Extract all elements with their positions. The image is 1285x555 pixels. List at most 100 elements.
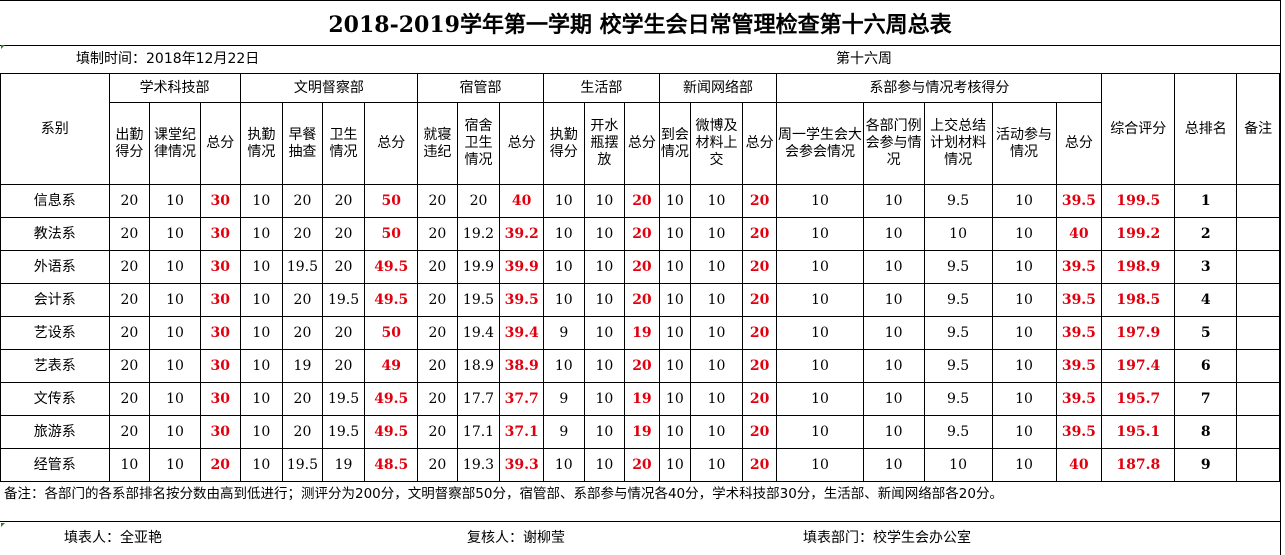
score-cell[interactable]: 20 [282,316,323,350]
score-cell[interactable]: 10 [239,349,284,383]
score-cell[interactable]: 40 [499,184,544,218]
score-cell[interactable]: 10 [862,316,925,350]
score-cell[interactable]: 10 [149,415,201,449]
score-cell[interactable]: 2 [1174,217,1238,251]
score-cell[interactable]: 10 [583,217,626,251]
score-cell[interactable]: 10 [658,448,692,482]
score-cell[interactable]: 20 [741,448,778,482]
score-cell[interactable]: 39.9 [499,250,544,284]
score-cell[interactable]: 197.9 [1101,316,1176,350]
score-cell[interactable]: 20 [108,217,151,251]
score-cell[interactable]: 10 [923,448,993,482]
score-cell[interactable]: 19 [624,316,660,350]
score-cell[interactable]: 10 [149,250,201,284]
score-cell[interactable] [1236,283,1280,317]
score-cell[interactable]: 10 [690,283,743,317]
score-cell[interactable]: 10 [862,217,925,251]
score-cell[interactable]: 10 [658,349,692,383]
score-cell[interactable]: 20 [108,349,151,383]
score-cell[interactable]: 10 [542,217,585,251]
score-cell[interactable]: 10 [862,184,925,218]
score-cell[interactable]: 19.5 [321,283,366,317]
header-group-cell[interactable]: 宿管部 [417,73,544,103]
score-cell[interactable]: 20 [417,382,458,416]
score-cell[interactable]: 10 [149,217,201,251]
score-cell[interactable] [1236,448,1280,482]
score-cell[interactable]: 10 [658,382,692,416]
score-cell[interactable]: 49.5 [364,382,419,416]
score-cell[interactable]: 20 [282,217,323,251]
score-cell[interactable]: 10 [239,448,284,482]
score-cell[interactable]: 39.5 [1055,283,1103,317]
score-cell[interactable]: 10 [991,448,1057,482]
score-cell[interactable]: 19 [321,448,366,482]
score-cell[interactable]: 20 [417,184,458,218]
score-cell[interactable]: 39.5 [1055,415,1103,449]
score-cell[interactable]: 10 [149,316,201,350]
score-cell[interactable]: 198.5 [1101,283,1176,317]
dept-cell[interactable]: 信息系 [0,184,110,218]
score-cell[interactable]: 30 [199,415,241,449]
header-sub-cell[interactable]: 开水瓶摆放 [583,102,626,185]
score-cell[interactable]: 10 [149,382,201,416]
score-cell[interactable] [1236,415,1280,449]
score-cell[interactable]: 10 [862,415,925,449]
score-cell[interactable]: 10 [583,382,626,416]
score-cell[interactable]: 198.9 [1101,250,1176,284]
score-cell[interactable] [1236,217,1280,251]
header-sub-cell[interactable]: 总分 [624,102,660,185]
dept-cell[interactable]: 会计系 [0,283,110,317]
dept-cell[interactable]: 经管系 [0,448,110,482]
header-sub-cell[interactable]: 课堂纪律情况 [149,102,201,185]
score-cell[interactable]: 19 [282,349,323,383]
score-cell[interactable]: 1 [1174,184,1238,218]
score-cell[interactable]: 10 [583,184,626,218]
score-cell[interactable]: 9 [542,316,585,350]
score-cell[interactable]: 10 [542,184,585,218]
score-cell[interactable]: 17.1 [456,415,501,449]
score-cell[interactable]: 19.5 [282,448,323,482]
score-cell[interactable]: 40 [1055,448,1103,482]
score-cell[interactable]: 9.5 [923,415,993,449]
score-cell[interactable]: 20 [417,448,458,482]
filler-name[interactable]: 填表人：全亚艳 [64,530,162,546]
score-cell[interactable]: 19.9 [456,250,501,284]
score-cell[interactable]: 17.7 [456,382,501,416]
score-cell[interactable]: 10 [583,349,626,383]
score-cell[interactable]: 10 [658,316,692,350]
score-cell[interactable]: 20 [108,415,151,449]
header-sub-cell[interactable]: 执勤得分 [542,102,585,185]
score-cell[interactable]: 19.5 [282,250,323,284]
score-cell[interactable]: 187.8 [1101,448,1176,482]
score-cell[interactable]: 30 [199,382,241,416]
score-cell[interactable]: 195.7 [1101,382,1176,416]
score-cell[interactable]: 10 [239,415,284,449]
score-cell[interactable]: 10 [658,283,692,317]
dept-cell[interactable]: 旅游系 [0,415,110,449]
score-cell[interactable]: 10 [583,283,626,317]
score-cell[interactable]: 19.5 [321,415,366,449]
score-cell[interactable]: 40 [1055,217,1103,251]
score-cell[interactable]: 10 [776,448,864,482]
score-cell[interactable]: 30 [199,217,241,251]
score-cell[interactable]: 9.5 [923,349,993,383]
score-cell[interactable]: 39.5 [499,283,544,317]
score-cell[interactable]: 10 [542,250,585,284]
score-cell[interactable]: 10 [108,448,151,482]
score-cell[interactable]: 19 [624,415,660,449]
score-cell[interactable]: 39.4 [499,316,544,350]
score-cell[interactable]: 20 [456,184,501,218]
score-cell[interactable]: 10 [690,184,743,218]
score-cell[interactable]: 9.5 [923,316,993,350]
score-cell[interactable]: 20 [741,349,778,383]
score-cell[interactable]: 10 [776,250,864,284]
score-cell[interactable]: 199.5 [1101,184,1176,218]
score-cell[interactable]: 195.1 [1101,415,1176,449]
score-cell[interactable]: 10 [991,382,1057,416]
score-cell[interactable]: 20 [108,382,151,416]
score-cell[interactable]: 19 [624,382,660,416]
score-cell[interactable]: 197.4 [1101,349,1176,383]
header-sub-cell[interactable]: 出勤得分 [108,102,151,185]
score-cell[interactable]: 20 [321,217,366,251]
score-cell[interactable]: 20 [108,250,151,284]
